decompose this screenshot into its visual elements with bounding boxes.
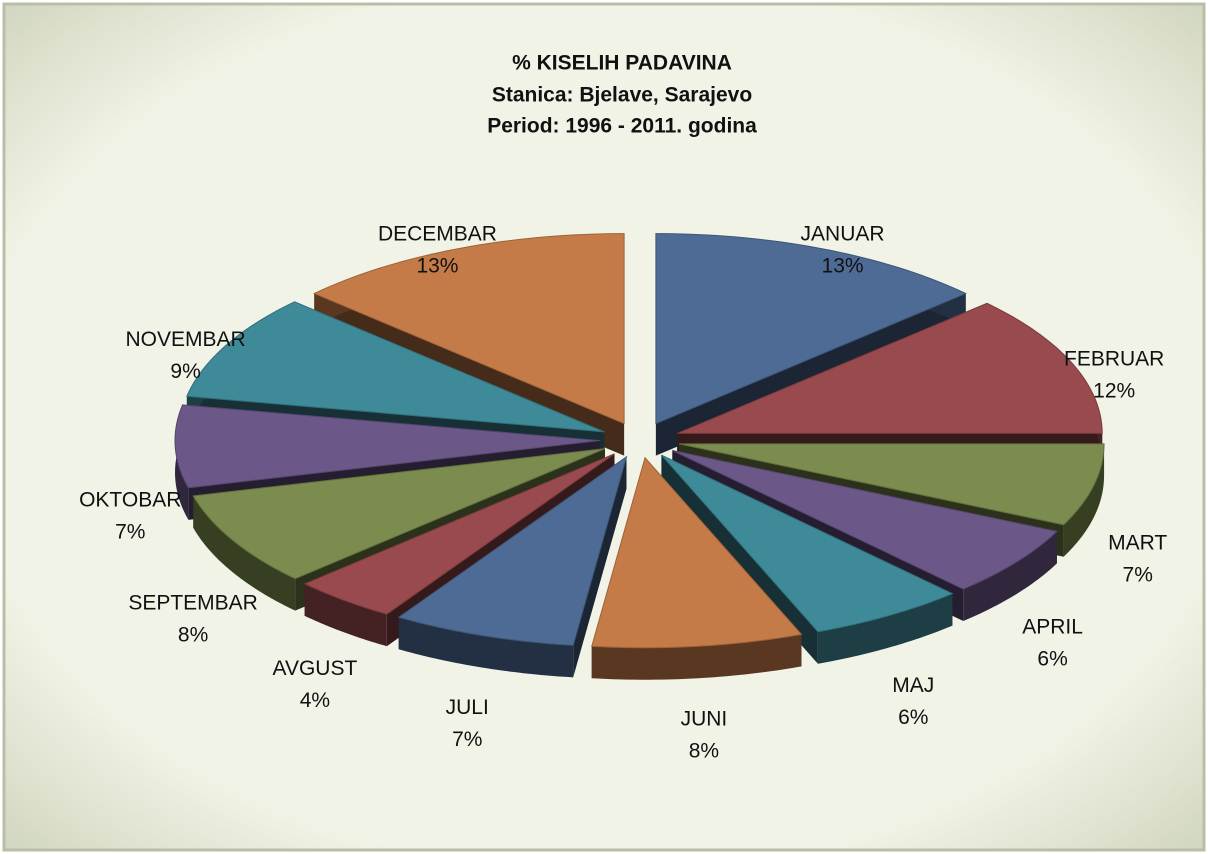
slice-group (661, 454, 954, 664)
slice-label: MART (1108, 531, 1167, 554)
slice (661, 454, 954, 633)
slice-label: JULI (446, 696, 489, 719)
slice-label: APRIL (1022, 616, 1083, 639)
chart-title: % KISELIH PADAVINA (512, 52, 732, 75)
slice (397, 455, 628, 646)
slice-value-label: 12% (1093, 380, 1135, 403)
slice-value-label: 7% (1123, 563, 1153, 586)
slice-label: FEBRUAR (1064, 348, 1164, 371)
slice-group (397, 455, 628, 678)
slice-side (573, 456, 627, 678)
slice-value-label: 13% (822, 254, 864, 277)
slice-value-label: 6% (1037, 648, 1067, 671)
slice-side (398, 617, 574, 678)
slice-side (1063, 443, 1105, 557)
slice (186, 301, 605, 433)
slice-label: OKTOBAR (79, 489, 181, 512)
slice (303, 453, 615, 615)
slice (672, 450, 1058, 590)
slice-value-label: 7% (115, 521, 145, 544)
slice-value-label: 8% (178, 623, 208, 646)
slice-label: MAJ (892, 674, 934, 697)
slice-value-label: 9% (170, 360, 200, 383)
slice-label: JUNI (681, 708, 728, 731)
slice (591, 456, 803, 649)
slice-side (304, 583, 387, 647)
slice (174, 404, 601, 489)
slice-value-label: 6% (898, 706, 928, 729)
slice-value-label: 13% (416, 254, 458, 277)
slice-side (591, 634, 802, 680)
slice (676, 302, 1103, 434)
slice-label: DECEMBAR (378, 222, 497, 245)
slice-group (591, 456, 803, 680)
slice-side (817, 593, 953, 664)
slice (313, 233, 625, 425)
slice-value-label: 4% (300, 689, 330, 712)
slice-label: NOVEMBAR (125, 328, 245, 351)
slice-label: JANUAR (801, 222, 885, 245)
slice-label: SEPTEMBAR (128, 591, 258, 614)
slice (678, 443, 1105, 526)
slice-side (193, 495, 296, 611)
slice-value-label: 8% (689, 740, 719, 763)
chart-subtitle: Stanica: Bjelave, Sarajevo (492, 84, 752, 107)
slice-value-label: 7% (452, 728, 482, 751)
chart-subtitle: Period: 1996 - 2011. godina (487, 115, 757, 138)
slice (655, 233, 967, 425)
slice-side (963, 531, 1057, 622)
slice (192, 448, 606, 580)
slice-label: AVGUST (273, 657, 358, 680)
